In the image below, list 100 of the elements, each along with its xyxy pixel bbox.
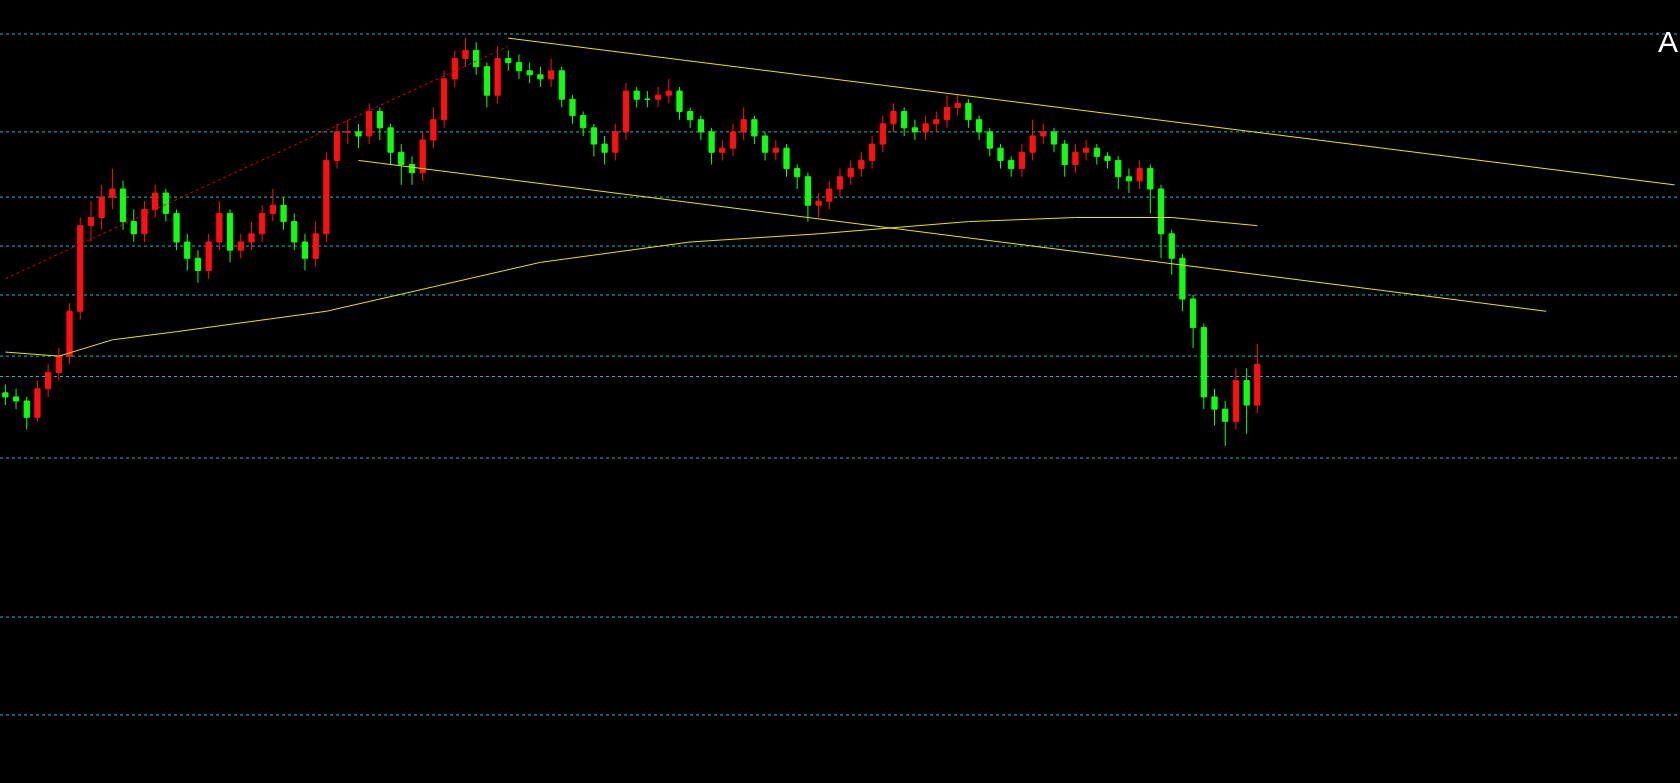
candlestick [879,115,886,153]
candlestick [505,49,512,72]
candlestick [986,127,993,157]
candlestick [462,37,469,68]
candlestick [1147,164,1154,214]
candlestick [804,172,812,223]
candlestick [355,123,362,149]
candlestick [580,111,587,137]
candlestick [162,188,169,223]
candlestick [1115,155,1122,190]
candlestick [740,106,747,141]
candlestick [1029,119,1036,161]
candlestick [237,233,244,259]
candlestick [398,143,405,186]
candlestick [1157,184,1165,259]
candlestick [1168,229,1175,276]
candlestick [34,380,41,422]
candlestick [141,200,148,243]
candlestick [280,196,287,231]
candlestick [836,168,844,198]
candlestick [633,86,640,108]
candlestick [847,159,854,186]
candlestick [152,184,159,219]
candlestick [1200,323,1207,410]
candlestick [794,164,801,190]
candlestick [654,86,662,108]
candlestick [473,41,480,76]
candlestick [975,115,983,141]
candlestick [1082,139,1090,161]
candlestick [1190,294,1197,349]
candlestick [751,115,758,145]
candlestick [1254,343,1261,414]
annotation: A [1658,25,1679,58]
candlestick [173,208,180,251]
candlestick [826,180,833,210]
candlestick [483,62,490,108]
candlestick [1243,367,1250,435]
candlestick [344,119,351,145]
candlestick [1222,400,1229,447]
candlestick [1050,127,1058,153]
candlestick [590,123,598,157]
candlestick [23,396,30,431]
candlestick [259,204,266,243]
candlestick [333,123,341,170]
candlestick [676,86,683,121]
candlestick [98,184,105,231]
candlestick [451,49,458,88]
candlestick [761,131,769,161]
candlestick [558,66,565,108]
candlestick [408,155,416,186]
candlestick [12,388,20,410]
candlestick [1136,159,1143,190]
candlestick [1040,123,1047,145]
candlestick [1232,367,1240,431]
candlestick [2,384,9,406]
candlestick [419,131,426,182]
candlestick [644,90,651,108]
candlestick [376,106,383,141]
candlestick [430,106,437,149]
candlestick [248,221,255,251]
candlestick [537,66,544,88]
candlestick [87,200,95,243]
candlestick [77,217,84,320]
candlestick [901,106,908,137]
candlestick [943,94,951,129]
candlestick [933,111,940,133]
candlestick [184,233,191,272]
candlestick [815,192,822,219]
candlestick [109,168,116,210]
candlestick [601,135,608,166]
candlestick [440,70,448,129]
candlestick [226,208,234,263]
candlestick [66,302,73,365]
candlestick [922,115,929,141]
candlestick [312,221,319,267]
candlestick [216,200,223,251]
candlestick [612,123,619,161]
candlestick [1061,139,1068,178]
candlestick [783,143,790,178]
candlestick [622,82,630,141]
candlestick [194,249,202,284]
candlestick [965,98,972,129]
candlestick [954,94,961,117]
candlestick [997,143,1004,170]
candlestick [301,233,309,272]
candlestick [494,45,501,104]
candlestick [1104,151,1111,170]
candlestick [526,62,533,84]
candlestick [547,58,555,88]
candlestick [1018,143,1026,178]
candlestick [1072,143,1079,174]
candlestick [665,78,672,104]
candlestick [772,139,779,161]
candlestick [1008,155,1015,178]
candlestick [868,135,876,170]
candlestick [119,180,127,231]
candlestick [687,106,694,129]
candlestick [1125,168,1133,194]
candlestick [205,233,212,280]
candlestick [45,363,52,398]
